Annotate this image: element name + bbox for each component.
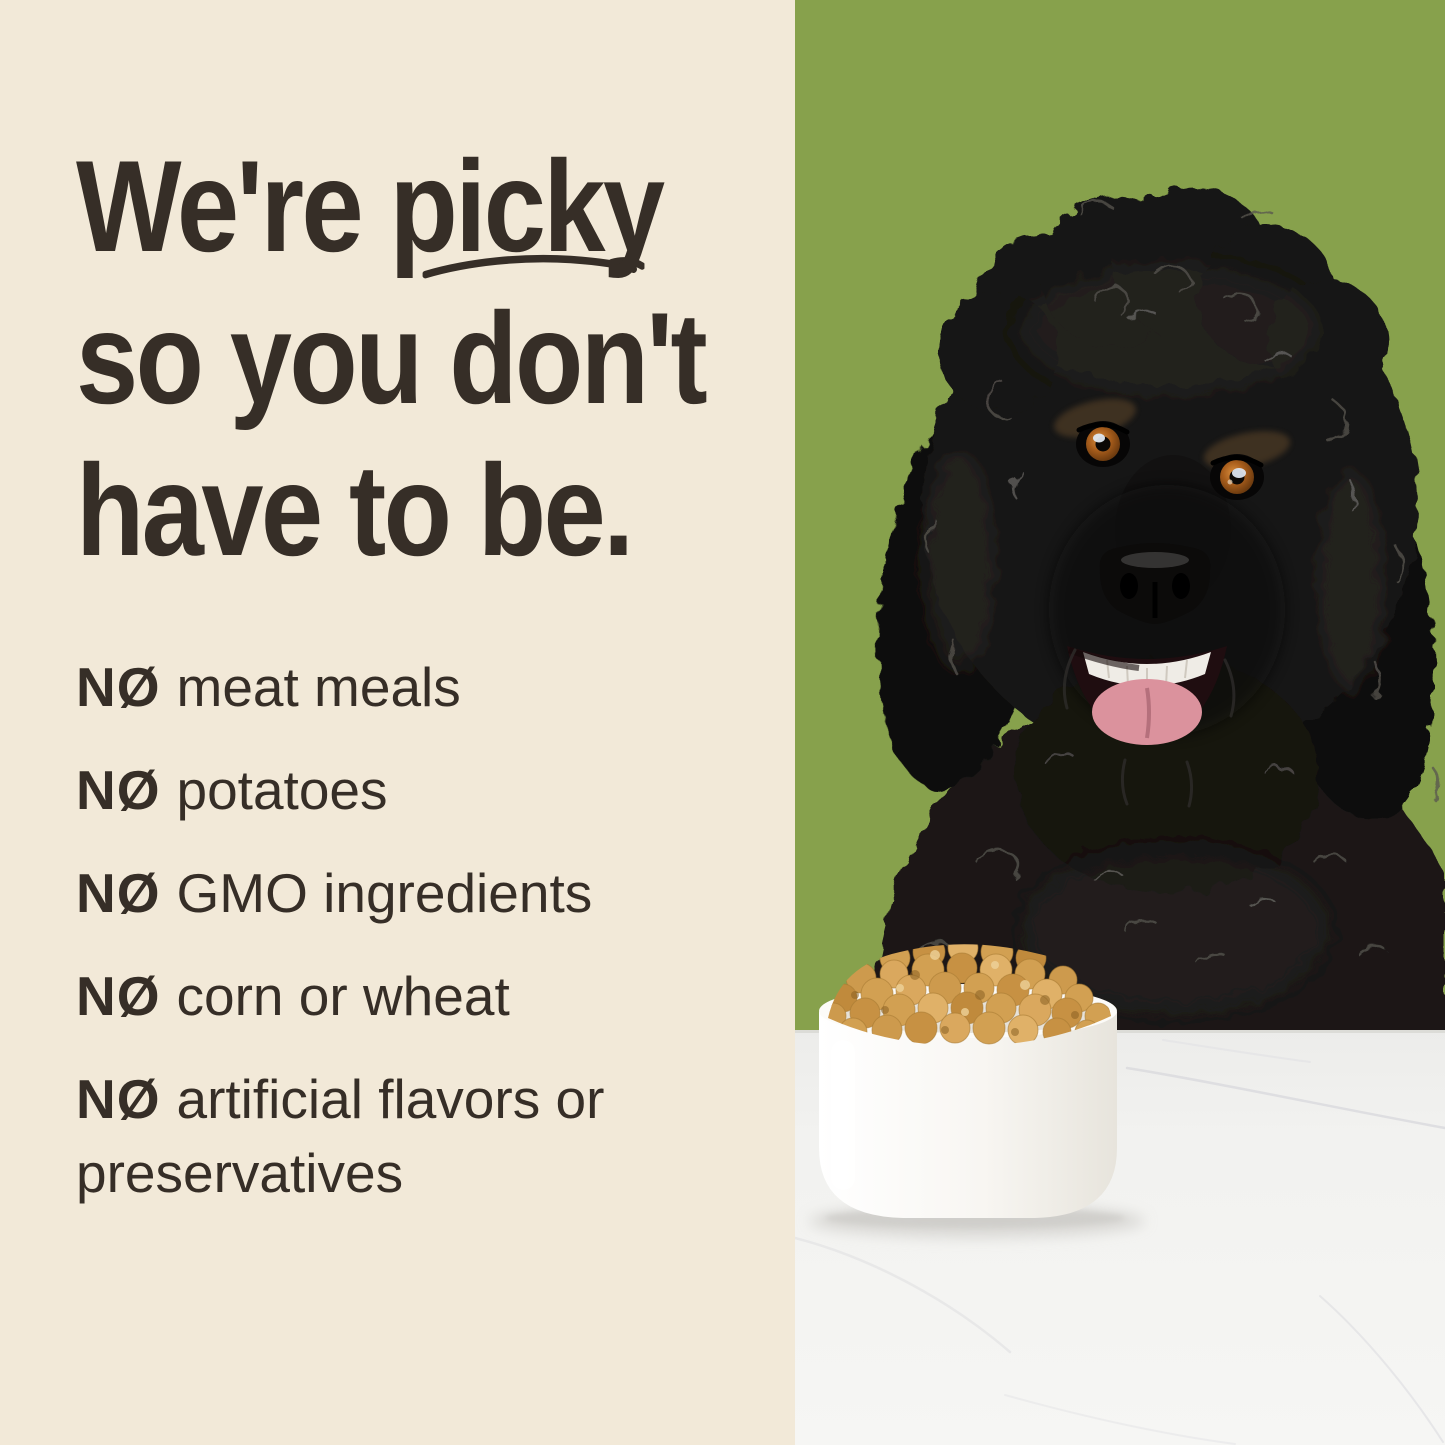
- headline-line-2: so you don't: [76, 285, 708, 431]
- claim-no-prefix: NØ: [76, 862, 161, 924]
- claim-text: artificial flavors or preservatives: [76, 1068, 605, 1204]
- headline: We're picky so you don't have to be.: [76, 130, 755, 586]
- dog-illustration: [865, 186, 1445, 1062]
- claim-text: corn or wheat: [176, 965, 510, 1027]
- dog-face: [1049, 398, 1291, 808]
- marble-veins: [795, 1039, 1445, 1445]
- claim-no-prefix: NØ: [76, 1068, 161, 1130]
- claim-item: NØ artificial flavors or preservatives: [76, 1062, 756, 1210]
- headline-line-1: We're picky: [76, 130, 666, 282]
- dog-eye-left: [1076, 421, 1130, 467]
- claim-no-prefix: NØ: [76, 656, 161, 718]
- dog-photo: Black curly-coated dog with amber eyes s…: [795, 0, 1445, 1445]
- claim-item: NØ corn or wheat: [76, 959, 756, 1033]
- table-edge: [795, 1030, 1445, 1033]
- claim-item: NØ GMO ingredients: [76, 856, 756, 930]
- headline-line-1-pre: We're: [76, 133, 390, 279]
- dog-nose: [1099, 543, 1211, 624]
- claim-no-prefix: NØ: [76, 965, 161, 1027]
- claims-list: NØ meat meals NØ potatoes NØ GMO ingredient…: [76, 650, 756, 1210]
- headline-underlined-word: picky: [389, 133, 666, 279]
- text-panel: We're picky so you don't have to be. NØ m…: [0, 0, 795, 1445]
- claim-text: meat meals: [176, 656, 461, 718]
- food-bowl: [809, 944, 1145, 1238]
- dog-mouth: [1067, 646, 1227, 745]
- claim-no-prefix: NØ: [76, 759, 161, 821]
- kibble: [828, 944, 1111, 1046]
- headline-line-3: have to be.: [76, 437, 634, 583]
- claim-item: NØ potatoes: [76, 753, 756, 827]
- dog-eye-right: [1210, 454, 1264, 500]
- claim-text: GMO ingredients: [176, 862, 593, 924]
- claim-item: NØ meat meals: [76, 650, 756, 724]
- underline-scribble-icon: [422, 254, 645, 279]
- claim-text: potatoes: [176, 759, 388, 821]
- photo-panel: Black curly-coated dog with amber eyes s…: [795, 0, 1445, 1445]
- bowl-body: [819, 1012, 1117, 1218]
